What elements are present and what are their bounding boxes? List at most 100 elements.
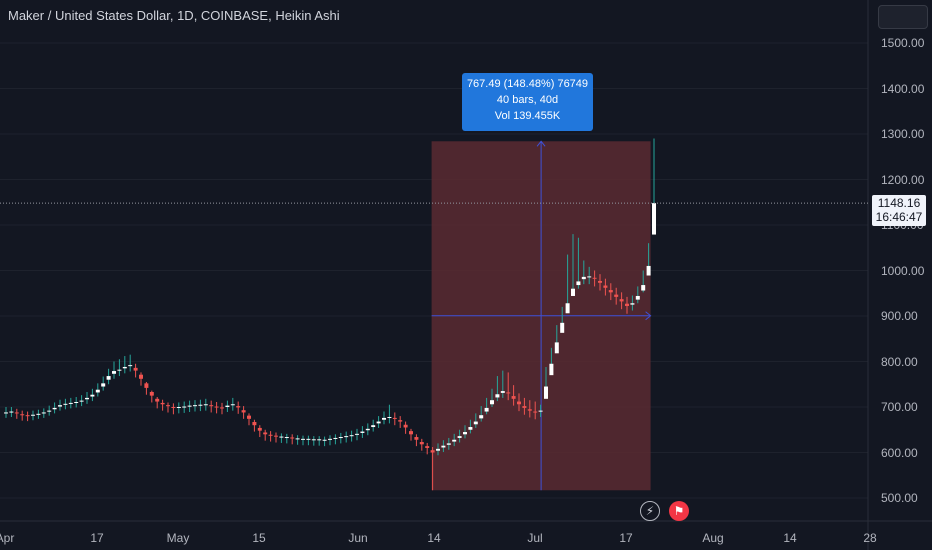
price-tick-label: 1000.00 bbox=[881, 263, 925, 278]
candle-body bbox=[279, 436, 284, 438]
candle-body bbox=[625, 303, 629, 306]
candle-body bbox=[635, 295, 640, 300]
candle-body bbox=[592, 277, 597, 279]
candle-body bbox=[301, 438, 305, 440]
candle-body bbox=[85, 397, 89, 400]
price-tick-label: 1200.00 bbox=[881, 172, 925, 187]
candle-body bbox=[608, 290, 613, 293]
candle-body bbox=[641, 285, 646, 291]
candle-body bbox=[419, 442, 424, 445]
candle-body bbox=[349, 435, 354, 437]
candle-body bbox=[263, 432, 268, 435]
candle-body bbox=[603, 285, 608, 288]
candle-body bbox=[430, 450, 435, 453]
candle-body bbox=[490, 400, 494, 405]
candle-body bbox=[500, 391, 505, 393]
candle-body bbox=[479, 415, 484, 419]
candle-body bbox=[149, 391, 154, 396]
time-tick-label: May bbox=[166, 531, 190, 545]
candle-body bbox=[619, 299, 624, 302]
candle-body bbox=[365, 428, 370, 431]
last-price-label: 1148.16 16:46:47 bbox=[872, 195, 926, 226]
candle-body bbox=[214, 406, 219, 408]
candle-body bbox=[414, 437, 419, 440]
candle-body bbox=[257, 427, 262, 431]
time-tick-label: Aug bbox=[702, 531, 724, 545]
price-tick-label: 1300.00 bbox=[881, 127, 925, 141]
candle-body bbox=[571, 288, 575, 296]
candle-body bbox=[409, 431, 413, 435]
candle-body bbox=[355, 433, 359, 435]
candles bbox=[4, 138, 656, 491]
candle-body bbox=[328, 438, 332, 440]
candle-body bbox=[452, 439, 457, 442]
countdown-timer: 16:46:47 bbox=[875, 210, 923, 224]
price-tick-label: 1500.00 bbox=[881, 36, 925, 50]
candle-body bbox=[295, 438, 300, 440]
candle-body bbox=[187, 405, 192, 407]
candle-body bbox=[203, 404, 208, 406]
candle-body bbox=[41, 412, 46, 414]
price-tick-label: 600.00 bbox=[881, 445, 918, 460]
candle-body bbox=[68, 402, 73, 404]
candle-body bbox=[398, 420, 403, 422]
time-tick-label: 15 bbox=[252, 531, 266, 545]
time-tick-label: 17 bbox=[619, 531, 633, 545]
measure-arrow-right bbox=[645, 311, 652, 321]
candle-body bbox=[576, 281, 581, 286]
bolt-icon[interactable]: ⚡ bbox=[640, 501, 660, 521]
symbol-title: Maker / United States Dollar, 1D, COINBA… bbox=[8, 8, 340, 23]
candle-body bbox=[160, 402, 165, 405]
candle-body bbox=[517, 401, 521, 405]
candle-body bbox=[333, 437, 338, 439]
time-tick-label: Jul bbox=[527, 531, 543, 545]
candle-body bbox=[182, 406, 187, 408]
candle-body bbox=[560, 322, 565, 333]
candle-body bbox=[360, 431, 365, 433]
candle-body bbox=[522, 406, 527, 408]
time-tick-label: 14 bbox=[427, 531, 441, 545]
us-flag-icon[interactable]: ⚑ bbox=[669, 501, 689, 521]
candle-body bbox=[9, 411, 14, 413]
candle-body bbox=[193, 405, 197, 407]
candle-body bbox=[527, 409, 532, 411]
candle-body bbox=[441, 445, 446, 448]
price-tick-label: 700.00 bbox=[881, 400, 918, 414]
candle-body bbox=[544, 386, 548, 399]
measure-range[interactable] bbox=[431, 140, 652, 491]
candle-body bbox=[122, 366, 127, 369]
candle-body bbox=[457, 436, 462, 438]
candle-body bbox=[371, 425, 376, 428]
candle-body bbox=[511, 396, 516, 399]
candle-body bbox=[436, 448, 440, 451]
measure-volume: Vol 139.455K bbox=[494, 110, 561, 122]
candle-body bbox=[166, 405, 170, 407]
candle-body bbox=[106, 376, 111, 380]
candle-body bbox=[225, 405, 230, 407]
time-tick-label: 14 bbox=[783, 531, 797, 545]
candle-body bbox=[382, 417, 386, 420]
candle-body bbox=[468, 427, 473, 430]
candle-body bbox=[47, 410, 52, 412]
candle-body bbox=[58, 405, 62, 407]
candle-body bbox=[425, 446, 430, 448]
candle-body bbox=[338, 437, 343, 439]
candle-body bbox=[112, 371, 116, 374]
candle-body bbox=[387, 417, 392, 419]
candle-body bbox=[52, 407, 57, 410]
candle-body bbox=[646, 265, 651, 276]
candle-body bbox=[171, 407, 176, 408]
measure-arrow-up bbox=[536, 140, 546, 147]
candle-body bbox=[268, 434, 273, 436]
time-tick-label: Jun bbox=[348, 531, 368, 545]
candle-body bbox=[506, 392, 511, 394]
measure-bars: 40 bars, 40d bbox=[496, 94, 559, 106]
candle-body bbox=[31, 414, 35, 416]
candle-body bbox=[598, 280, 602, 283]
candle-body bbox=[90, 394, 95, 397]
candle-body bbox=[652, 203, 656, 235]
last-price-value: 1148.16 bbox=[877, 196, 921, 210]
candle-body bbox=[554, 342, 559, 354]
chart-settings-button[interactable] bbox=[878, 5, 928, 29]
